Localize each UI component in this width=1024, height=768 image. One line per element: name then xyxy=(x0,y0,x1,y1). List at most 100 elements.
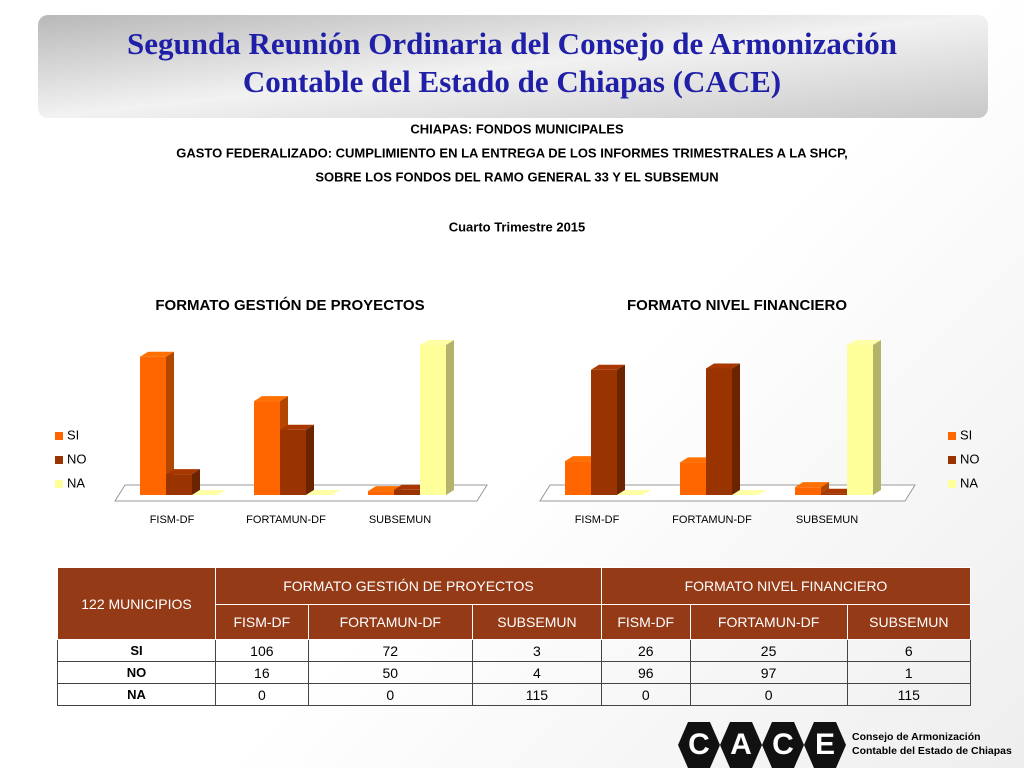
table-cell: 115 xyxy=(471,683,602,706)
bar-side xyxy=(192,469,200,495)
table-col-header: FORTAMUN-DF xyxy=(689,604,848,640)
bar-side xyxy=(446,340,454,495)
legend-swatch xyxy=(948,432,956,440)
x-tick-label: FISM-DF xyxy=(575,514,620,526)
subtitle: GASTO FEDERALIZADO: CUMPLIMIENTO EN LA E… xyxy=(176,145,847,160)
bar-top xyxy=(680,457,714,463)
table-cell: 0 xyxy=(307,683,473,706)
logo-text: Contable del Estado de Chiapas xyxy=(852,745,1012,757)
bar-top xyxy=(166,469,200,475)
logo-hex xyxy=(762,722,804,768)
bar-top xyxy=(394,484,428,490)
table-col-header: FISM-DF xyxy=(600,604,691,640)
row-label: NO xyxy=(57,661,216,684)
subtitle: CHIAPAS: FONDOS MUNICIPALES xyxy=(410,121,624,136)
table-row: NA 0 0 115 0 0 115 xyxy=(57,683,972,706)
legend-label: NO xyxy=(67,451,87,466)
table-cell: 16 xyxy=(215,661,309,684)
table-cell: 115 xyxy=(846,683,972,706)
table-group-header: FORMATO NIVEL FINANCIERO xyxy=(600,567,972,605)
table-col-header: SUBSEMUN xyxy=(471,604,602,640)
x-tick-label: FISM-DF xyxy=(150,514,195,526)
logo: C A C E Consejo de Armonización Contable… xyxy=(678,722,1012,768)
table-row: SI 106 72 3 26 25 6 xyxy=(57,639,972,662)
legend-swatch xyxy=(55,480,63,488)
legend-label: NA xyxy=(67,475,85,490)
bar-top xyxy=(368,486,402,492)
table-col-header: FORTAMUN-DF xyxy=(307,604,473,640)
logo-hex xyxy=(720,722,762,768)
logo-text: Consejo de Armonización xyxy=(852,731,981,743)
bar-top xyxy=(254,396,288,402)
bar-side xyxy=(306,424,314,495)
title-line: Contable del Estado de Chiapas (CACE) xyxy=(243,64,781,99)
table-cell: 72 xyxy=(307,639,473,662)
logo-letter: C xyxy=(688,728,710,761)
bar-side xyxy=(821,482,829,495)
x-tick-label: SUBSEMUN xyxy=(369,514,431,526)
subtitle: SOBRE LOS FONDOS DEL RAMO GENERAL 33 Y E… xyxy=(315,169,718,184)
table-cell: 6 xyxy=(846,639,972,662)
bar xyxy=(565,461,591,495)
x-tick-label: FORTAMUN-DF xyxy=(672,514,752,526)
legend-label: SI xyxy=(960,427,972,442)
chart-title: FORMATO GESTIÓN DE PROYECTOS xyxy=(155,296,424,314)
table-col-header: FISM-DF xyxy=(215,604,309,640)
chart-title: FORMATO NIVEL FINANCIERO xyxy=(627,297,847,314)
table-cell: 1 xyxy=(846,661,972,684)
bar-top xyxy=(140,351,174,357)
bar-top xyxy=(847,340,881,345)
row-label: NA xyxy=(57,683,216,706)
table-cell: 3 xyxy=(471,639,602,662)
table-cell: 0 xyxy=(600,683,691,706)
x-tick-label: FORTAMUN-DF xyxy=(246,514,326,526)
table-cell: 25 xyxy=(689,639,848,662)
bar xyxy=(140,356,166,495)
bar xyxy=(280,429,306,495)
table-cell: 26 xyxy=(600,639,691,662)
logo-hex xyxy=(678,722,720,768)
bar-top xyxy=(591,364,625,370)
bar xyxy=(591,369,617,495)
table-cell: 4 xyxy=(471,661,602,684)
bar-side xyxy=(617,364,625,495)
bar xyxy=(254,401,280,495)
legend-swatch xyxy=(948,480,956,488)
table-cell: 0 xyxy=(689,683,848,706)
legend-swatch xyxy=(55,432,63,440)
bar-top xyxy=(565,456,599,462)
table-cell: 0 xyxy=(215,683,309,706)
bar-side xyxy=(166,351,174,495)
row-label: SI xyxy=(57,639,216,662)
period: Cuarto Trimestre 2015 xyxy=(449,219,586,234)
legend-label: NO xyxy=(960,451,980,466)
legend-swatch xyxy=(55,456,63,464)
bar xyxy=(706,368,732,495)
title-line: Segunda Reunión Ordinaria del Consejo de… xyxy=(127,26,897,61)
logo-hex xyxy=(804,722,846,768)
bar-top xyxy=(306,490,340,495)
bar xyxy=(680,462,706,495)
bar-top xyxy=(280,424,314,430)
table-cell: 96 xyxy=(600,661,691,684)
legend-label: NA xyxy=(960,475,978,490)
bar-top xyxy=(192,490,226,495)
logo-letter: A xyxy=(730,728,752,761)
bar xyxy=(166,474,192,495)
bar-top xyxy=(706,363,740,369)
table-group-header: FORMATO GESTIÓN DE PROYECTOS xyxy=(215,567,602,605)
bar-top xyxy=(617,490,651,495)
data-table: 122 MUNICIPIOS FORMATO GESTIÓN DE PROYEC… xyxy=(57,567,972,706)
bar-side xyxy=(732,363,740,495)
bar xyxy=(821,493,847,495)
bar-side xyxy=(873,340,881,495)
bar xyxy=(394,489,420,495)
table-corner: 122 MUNICIPIOS xyxy=(57,567,216,640)
bar-top xyxy=(732,490,766,495)
table-col-header: SUBSEMUN xyxy=(846,604,972,640)
table-cell: 50 xyxy=(307,661,473,684)
bar-top xyxy=(420,340,454,345)
header-banner xyxy=(38,15,988,118)
